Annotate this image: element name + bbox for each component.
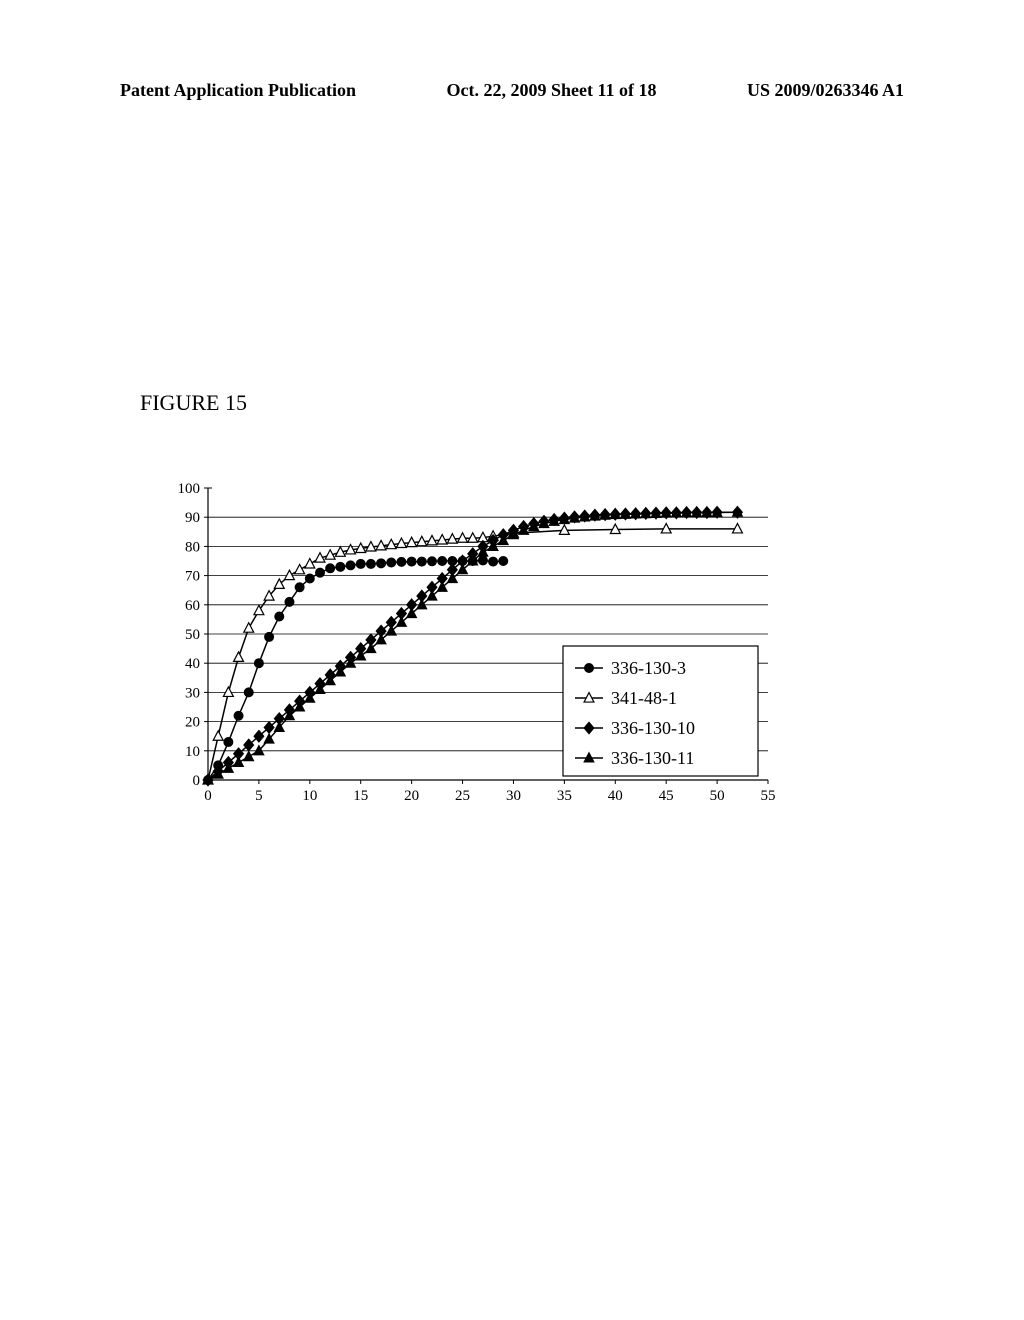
svg-text:45: 45 bbox=[659, 788, 674, 804]
svg-text:55: 55 bbox=[761, 788, 776, 804]
header-right: US 2009/0263346 A1 bbox=[747, 80, 904, 101]
svg-text:20: 20 bbox=[185, 715, 200, 731]
svg-text:40: 40 bbox=[608, 788, 623, 804]
header-left: Patent Application Publication bbox=[120, 80, 356, 101]
svg-text:0: 0 bbox=[193, 773, 201, 789]
svg-text:5: 5 bbox=[255, 788, 263, 804]
svg-text:15: 15 bbox=[353, 788, 368, 804]
svg-text:100: 100 bbox=[178, 481, 201, 497]
svg-text:10: 10 bbox=[302, 788, 317, 804]
svg-text:0: 0 bbox=[204, 788, 212, 804]
svg-text:90: 90 bbox=[185, 510, 200, 526]
svg-text:20: 20 bbox=[404, 788, 419, 804]
page-header: Patent Application Publication Oct. 22, … bbox=[0, 80, 1024, 101]
svg-text:70: 70 bbox=[185, 569, 200, 585]
svg-text:336-130-11: 336-130-11 bbox=[611, 748, 694, 768]
svg-text:50: 50 bbox=[185, 627, 200, 643]
svg-text:80: 80 bbox=[185, 539, 200, 555]
svg-text:30: 30 bbox=[506, 788, 521, 804]
svg-text:30: 30 bbox=[185, 685, 200, 701]
chart-svg: 0 10 20 30 40 50 60 70 80 90 100 0 5 10 15 20 25 30 35 40 45… bbox=[160, 480, 785, 810]
svg-text:336-130-3: 336-130-3 bbox=[611, 658, 686, 678]
svg-text:336-130-10: 336-130-10 bbox=[611, 718, 695, 738]
figure-label: FIGURE 15 bbox=[140, 390, 247, 416]
svg-text:60: 60 bbox=[185, 598, 200, 614]
chart: 0 10 20 30 40 50 60 70 80 90 100 0 5 10 15 20 25 30 35 40 45… bbox=[160, 480, 785, 810]
header-center: Oct. 22, 2009 Sheet 11 of 18 bbox=[447, 80, 657, 101]
svg-text:10: 10 bbox=[185, 744, 200, 760]
svg-text:25: 25 bbox=[455, 788, 470, 804]
svg-text:341-48-1: 341-48-1 bbox=[611, 688, 677, 708]
svg-text:40: 40 bbox=[185, 656, 200, 672]
svg-text:35: 35 bbox=[557, 788, 572, 804]
svg-text:50: 50 bbox=[710, 788, 725, 804]
